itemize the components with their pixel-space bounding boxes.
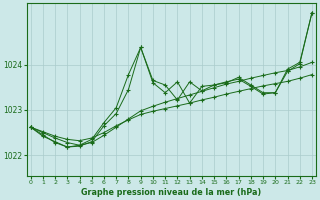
X-axis label: Graphe pression niveau de la mer (hPa): Graphe pression niveau de la mer (hPa): [81, 188, 261, 197]
